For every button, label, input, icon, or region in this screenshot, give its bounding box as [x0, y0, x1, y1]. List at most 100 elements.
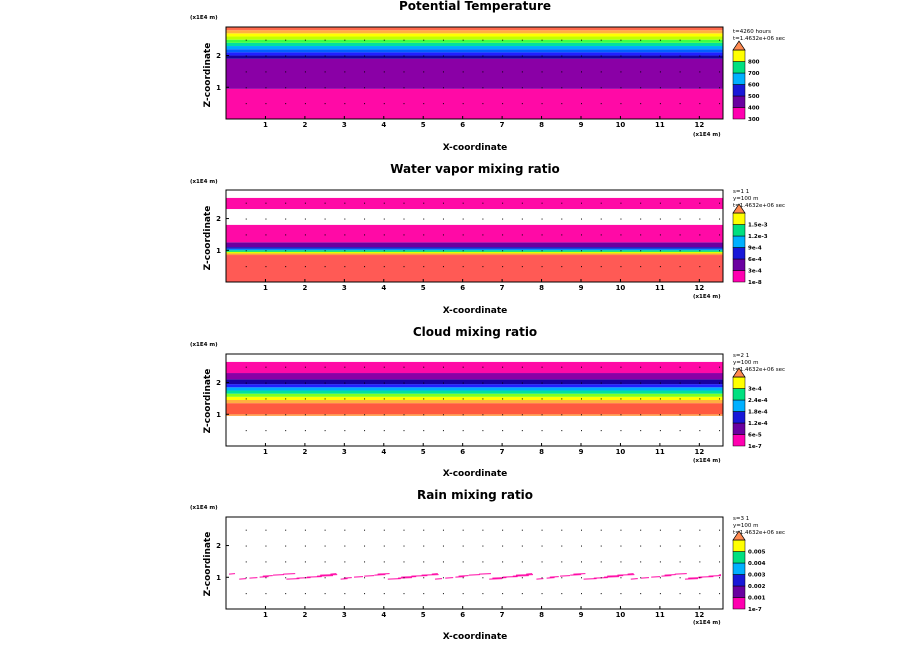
grid-dot	[600, 266, 602, 268]
grid-dot	[719, 71, 721, 73]
grid-dot	[719, 250, 721, 252]
grid-dot	[659, 529, 661, 531]
x-tick-label: 2	[302, 284, 307, 292]
grid-dot	[265, 577, 267, 579]
rain-streak	[627, 573, 634, 575]
panel-water-vapor-mixing-ratio: Water vapor mixing ratio (x1E4 m) (x1E4 …	[190, 162, 785, 316]
grid-dot	[502, 561, 504, 563]
grid-dot	[383, 366, 385, 368]
grid-dot	[659, 561, 661, 563]
grid-dot	[699, 545, 701, 547]
grid-dot	[265, 593, 267, 595]
rain-streak	[661, 575, 672, 577]
grid-dot	[659, 430, 661, 432]
grid-dot	[304, 414, 306, 416]
grid-dot	[561, 398, 563, 400]
rain-streak	[374, 574, 386, 576]
grid-dot	[581, 593, 582, 595]
colorbar-label: 6e-4	[748, 257, 762, 263]
grid-dot	[719, 266, 721, 268]
x-axis-label: X-coordinate	[443, 632, 508, 642]
plot-area	[225, 516, 724, 610]
rain-streak	[502, 576, 518, 578]
grid-dot	[423, 561, 425, 563]
grid-dot	[541, 561, 543, 563]
grid-dot	[679, 545, 681, 547]
grid-dot	[659, 55, 661, 57]
grid-dot	[502, 382, 504, 384]
grid-dot	[699, 87, 701, 89]
grid-dot	[442, 561, 444, 563]
grid-dot	[442, 39, 444, 41]
grid-dot	[265, 103, 267, 105]
rain-streak	[684, 578, 699, 580]
grid-dot	[679, 71, 681, 73]
x-tick-label: 9	[579, 448, 584, 456]
grid-dot	[521, 366, 523, 368]
rain-streak	[353, 576, 364, 578]
grid-dot	[640, 266, 642, 268]
grid-dot	[364, 103, 366, 105]
grid-dot	[403, 366, 405, 368]
grid-dot	[699, 266, 701, 268]
grid-dot	[581, 529, 582, 531]
plot-frame	[225, 26, 724, 120]
grid-dot	[403, 39, 405, 41]
grid-dot	[620, 430, 622, 432]
grid-dot	[620, 561, 622, 563]
x-tick-label: 1	[263, 448, 268, 456]
grid-dot	[581, 430, 582, 432]
grid-dot	[462, 529, 464, 531]
panel-title: Cloud mixing ratio	[413, 325, 537, 339]
grid-dot	[344, 382, 346, 384]
grid-dot	[462, 593, 464, 595]
grid-dot	[640, 366, 642, 368]
grid-dot	[719, 529, 721, 531]
grid-dot	[245, 430, 247, 432]
grid-dot	[521, 218, 523, 220]
y-scale-label: (x1E4 m)	[190, 179, 218, 185]
grid-dot	[304, 529, 306, 531]
y-axis-label: Z-coordinate	[203, 532, 213, 597]
grid-dot	[324, 71, 326, 73]
grid-dot	[285, 366, 287, 368]
grid-dot	[502, 366, 504, 368]
grid-dot	[285, 87, 287, 89]
grid-dot	[640, 593, 642, 595]
grid-dot	[679, 266, 681, 268]
info-line-1: s=2 1	[733, 353, 749, 359]
x-tick-label: 8	[539, 611, 544, 619]
grid-dot	[383, 561, 385, 563]
grid-dot	[561, 250, 563, 252]
grid-dot	[600, 545, 602, 547]
rain-streak	[640, 577, 650, 579]
info-line-1: s=3 1	[733, 516, 749, 522]
grid-dot	[561, 366, 563, 368]
grid-dot	[383, 529, 385, 531]
contour-band	[226, 224, 723, 243]
grid-dot	[265, 545, 267, 547]
grid-dot	[659, 234, 661, 236]
rain-streak	[603, 576, 620, 578]
rain-streak	[489, 578, 503, 580]
grid-dot	[304, 382, 306, 384]
grid-dot	[265, 366, 267, 368]
grid-dot	[383, 545, 385, 547]
colorbar-swatch	[732, 212, 746, 225]
grid-dot	[324, 218, 326, 220]
contour-band	[226, 27, 723, 31]
panel-title: Potential Temperature	[399, 0, 551, 13]
grid-dot	[265, 266, 267, 268]
grid-dot	[679, 39, 681, 41]
x-tick-label: 3	[342, 611, 347, 619]
rain-streak	[387, 578, 401, 580]
contour-band	[226, 373, 723, 380]
x-tick-label: 4	[381, 121, 386, 129]
rain-streak	[397, 577, 413, 579]
grid-dot	[699, 234, 701, 236]
contour-band	[226, 242, 723, 248]
x-tick-label: 8	[539, 448, 544, 456]
grid-dot	[640, 103, 642, 105]
grid-dot	[541, 382, 543, 384]
